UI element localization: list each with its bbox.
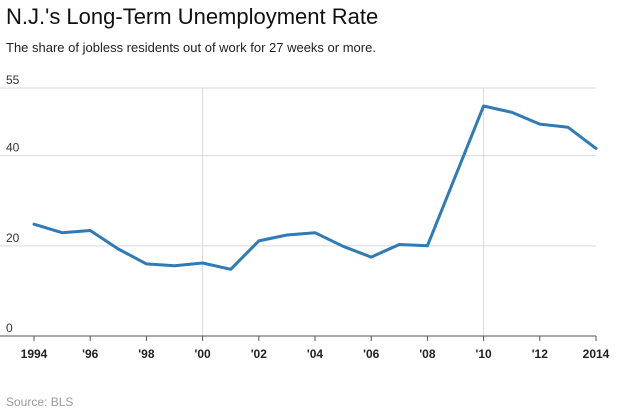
x-tick-label: '10 [475, 347, 492, 361]
x-tick-label: '12 [532, 347, 549, 361]
x-tick-label: '98 [138, 347, 155, 361]
chart-subtitle: The share of jobless residents out of wo… [6, 40, 376, 55]
y-tick-label: 0 [6, 321, 13, 335]
x-tick-label: '96 [82, 347, 99, 361]
x-tick-label: 2014 [583, 347, 610, 361]
y-tick-label: 55 [6, 73, 20, 87]
x-tick-label: '02 [251, 347, 268, 361]
y-tick-label: 40 [6, 141, 20, 155]
chart-title: N.J.'s Long-Term Unemployment Rate [6, 4, 379, 29]
x-tick-label: '00 [194, 347, 211, 361]
series-line [32, 104, 598, 271]
x-tick-label: '06 [363, 347, 380, 361]
chart-source: Source: BLS [6, 395, 74, 409]
x-tick-label: '08 [419, 347, 436, 361]
y-tick-label: 20 [6, 231, 20, 245]
x-tick-label: '04 [307, 347, 324, 361]
x-tick-label: 1994 [21, 347, 48, 361]
